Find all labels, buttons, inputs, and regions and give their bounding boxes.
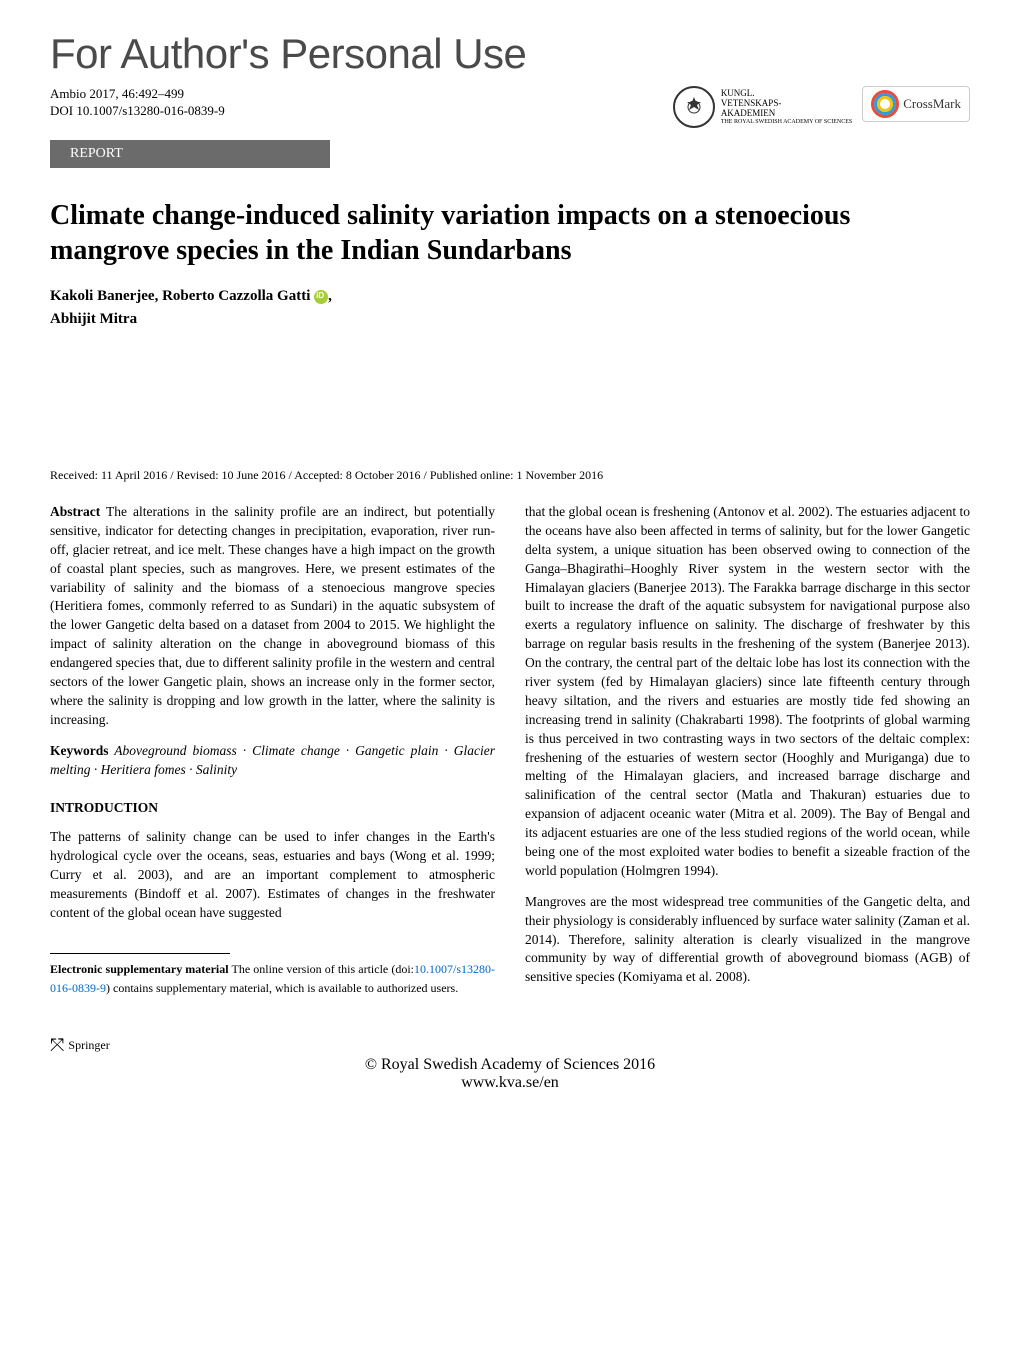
kva-line3: AKADEMIEN (721, 109, 852, 119)
crossmark-icon (871, 90, 899, 118)
supp-text-before: The online version of this article (doi: (229, 962, 414, 976)
citation-block: Ambio 2017, 46:492–499 DOI 10.1007/s1328… (50, 86, 225, 120)
footnote-divider (50, 953, 230, 954)
article-title: Climate change-induced salinity variatio… (50, 198, 970, 268)
authors-line2: Abhijit Mitra (50, 311, 970, 328)
crossmark-badge[interactable]: CrossMark (862, 86, 970, 122)
springer-text: Springer (68, 1038, 109, 1053)
keywords-text: Aboveground biomass · Climate change · G… (50, 743, 495, 777)
footer-url: www.kva.se/en (365, 1074, 655, 1092)
report-badge: REPORT (50, 140, 330, 168)
abstract-paragraph: Abstract The alterations in the salinity… (50, 503, 495, 730)
supp-label: Electronic supplementary material (50, 962, 229, 976)
springer-icon: ⤧ (50, 1035, 64, 1056)
abstract-text: The alterations in the salinity profile … (50, 504, 495, 727)
footer: ⤧ Springer © Royal Swedish Academy of Sc… (50, 1035, 970, 1065)
doi-line: DOI 10.1007/s13280-016-0839-9 (50, 103, 225, 120)
two-column-body: Abstract The alterations in the salinity… (50, 503, 970, 1010)
keywords-label: Keywords (50, 743, 109, 758)
springer-logo: ⤧ Springer (50, 1035, 110, 1056)
kva-badge: KUNGL. VETENSKAPS- AKADEMIEN THE ROYAL S… (673, 86, 852, 128)
kva-seal-icon (673, 86, 715, 128)
publication-dates: Received: 11 April 2016 / Revised: 10 Ju… (50, 468, 970, 483)
intro-paragraph-1: The patterns of salinity change can be u… (50, 828, 495, 922)
authors-comma: , (328, 288, 332, 304)
abstract-label: Abstract (50, 504, 100, 519)
copyright-text: © Royal Swedish Academy of Sciences 2016 (365, 1056, 655, 1074)
header-row: Ambio 2017, 46:492–499 DOI 10.1007/s1328… (50, 86, 970, 128)
kva-text: KUNGL. VETENSKAPS- AKADEMIEN THE ROYAL S… (721, 89, 852, 125)
keywords-paragraph: Keywords Aboveground biomass · Climate c… (50, 742, 495, 780)
watermark-text: For Author's Personal Use (50, 30, 970, 78)
copyright-block: © Royal Swedish Academy of Sciences 2016… (365, 1056, 655, 1092)
supp-text-after: ) contains supplementary material, which… (106, 981, 458, 995)
right-paragraph-1: that the global ocean is freshening (Ant… (525, 503, 970, 881)
orcid-icon[interactable] (314, 290, 328, 304)
intro-heading: INTRODUCTION (50, 799, 495, 818)
right-paragraph-2: Mangroves are the most widespread tree c… (525, 893, 970, 987)
authors-text-1: Kakoli Banerjee, Roberto Cazzolla Gatti (50, 288, 310, 304)
right-column: that the global ocean is freshening (Ant… (525, 503, 970, 1010)
authors-line1: Kakoli Banerjee, Roberto Cazzolla Gatti … (50, 288, 970, 305)
kva-sub: THE ROYAL SWEDISH ACADEMY OF SCIENCES (721, 119, 852, 126)
journal-citation: Ambio 2017, 46:492–499 (50, 86, 225, 103)
badges-container: KUNGL. VETENSKAPS- AKADEMIEN THE ROYAL S… (673, 86, 970, 128)
left-column: Abstract The alterations in the salinity… (50, 503, 495, 1010)
crossmark-label: CrossMark (903, 96, 961, 112)
supplementary-note: Electronic supplementary material The on… (50, 960, 495, 998)
